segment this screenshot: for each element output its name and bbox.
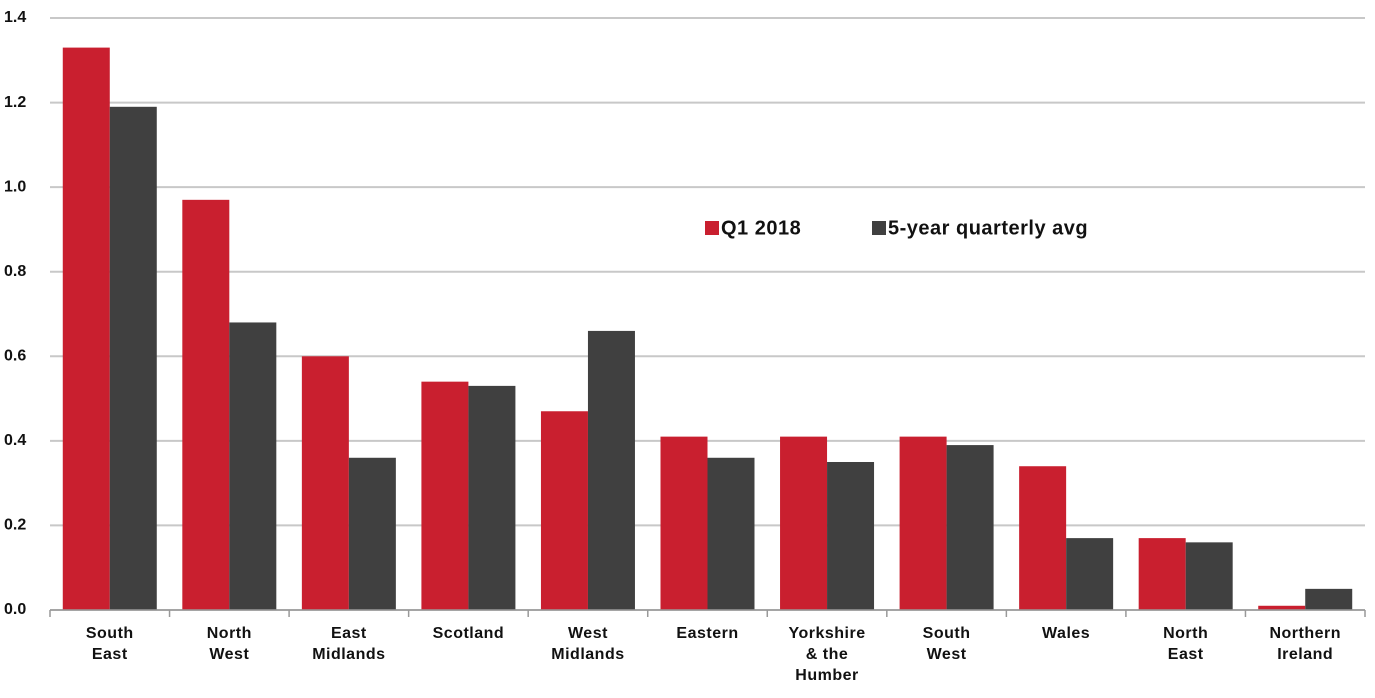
bar: [62, 47, 110, 611]
y-tick-label: 0.8: [4, 263, 26, 280]
y-tick-label: 1.2: [4, 94, 26, 111]
bar: [348, 457, 396, 610]
legend-swatch: [872, 221, 886, 235]
bar: [1066, 538, 1114, 610]
bar: [229, 322, 277, 610]
y-tick-label: 1.4: [4, 9, 26, 26]
bar: [301, 356, 349, 610]
bar: [1305, 588, 1353, 610]
bar: [660, 436, 708, 610]
bar: [946, 445, 994, 610]
x-tick-label: Eastern: [676, 625, 739, 642]
legend-label: Q1 2018: [721, 217, 801, 239]
bar: [707, 457, 755, 610]
x-tick-label: Northern Ireland: [1269, 625, 1341, 663]
x-tick-label: Yorkshire & the Humber: [788, 625, 866, 684]
bar: [1138, 538, 1186, 610]
bar: [468, 385, 516, 610]
x-tick-label: East Midlands: [312, 625, 386, 663]
bar: [540, 411, 588, 610]
bar: [421, 381, 469, 610]
y-tick-label: 0.2: [4, 517, 26, 534]
bar: [1185, 542, 1233, 610]
y-tick-label: 1.0: [4, 178, 26, 195]
bar: [1019, 466, 1067, 610]
bar: [827, 462, 875, 610]
x-tick-label: South East: [85, 625, 134, 663]
x-tick-label: North East: [1163, 625, 1209, 663]
y-tick-label: 0.4: [4, 432, 26, 449]
x-tick-label: North West: [206, 625, 252, 663]
bar: [1258, 605, 1306, 610]
bar: [780, 436, 828, 610]
x-tick-label: Wales: [1042, 625, 1091, 642]
bar: [182, 199, 230, 611]
legend-label: 5-year quarterly avg: [888, 217, 1088, 239]
x-tick-label: Scotland: [432, 625, 505, 642]
y-tick-label: 0.0: [4, 601, 26, 618]
x-tick-label: West Midlands: [551, 625, 625, 663]
bar: [109, 106, 157, 611]
y-tick-label: 0.6: [4, 348, 26, 365]
bar: [587, 330, 635, 610]
bar: [899, 436, 947, 610]
x-tick-label: South West: [922, 625, 971, 663]
legend-swatch: [705, 221, 719, 235]
